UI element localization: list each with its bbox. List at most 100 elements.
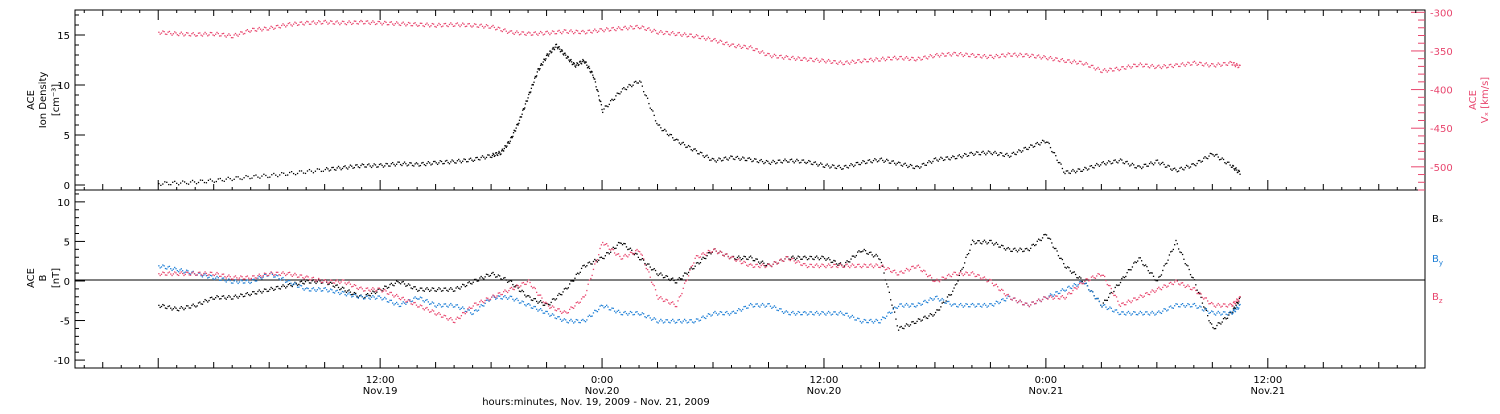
bx-point (451, 288, 453, 290)
bz-point (1187, 284, 1189, 286)
bx-point (1204, 307, 1206, 309)
by-point (1154, 314, 1156, 316)
by-point (720, 311, 723, 313)
bz-point (1048, 296, 1050, 298)
vx-point (847, 62, 850, 64)
density-point (698, 153, 700, 155)
by-point (1084, 282, 1086, 285)
vx-point (513, 33, 515, 36)
bx-point (854, 256, 856, 258)
by-point (748, 304, 750, 306)
bx-point (483, 278, 485, 280)
density-point (637, 82, 640, 84)
bz-point (278, 274, 280, 276)
by-point (810, 311, 813, 313)
bz-point (673, 303, 675, 305)
vx-point (175, 32, 177, 34)
bx-point (1048, 237, 1050, 240)
bz-point (197, 271, 200, 274)
bx-point (1067, 266, 1069, 268)
density-point (235, 176, 237, 178)
bz-point (970, 272, 972, 274)
vx-point (834, 60, 836, 62)
y-tick-label: 0 (64, 277, 70, 288)
bz-point (295, 274, 297, 276)
bx-point (847, 261, 850, 263)
by-point (224, 279, 226, 282)
by-point (660, 318, 662, 321)
vx-point (1096, 68, 1098, 70)
bx-point (1222, 317, 1225, 320)
by-point (676, 321, 678, 324)
vx-point (159, 33, 161, 35)
vx-point (1197, 63, 1200, 66)
by-point (381, 299, 383, 301)
vx-point (930, 55, 933, 57)
by-point (710, 315, 712, 317)
bz-point (174, 271, 176, 273)
bz-point (661, 298, 663, 300)
vx-point (388, 23, 390, 26)
density-point (1040, 141, 1042, 144)
by-point (802, 311, 805, 313)
density-point (752, 160, 754, 162)
bz-point (660, 296, 662, 298)
density-point (958, 154, 961, 156)
density-point (1209, 152, 1211, 155)
bx-point (562, 291, 564, 293)
bz-point (971, 271, 974, 273)
by-point (316, 289, 319, 291)
bz-point (769, 264, 772, 267)
density-point (247, 175, 249, 178)
bx-point (681, 278, 683, 280)
vx-point (1073, 59, 1075, 61)
bx-point (789, 258, 791, 261)
vx-point (234, 32, 237, 35)
vx-point (1048, 57, 1050, 59)
by-point (750, 302, 752, 305)
bz-point (1067, 293, 1069, 295)
density-point (366, 164, 369, 166)
bx-point (627, 248, 629, 251)
bx-point (983, 239, 986, 241)
density-point (777, 159, 780, 161)
bz-point (364, 290, 366, 292)
by-point (761, 302, 764, 305)
bx-point (419, 287, 422, 289)
density-point (1063, 171, 1065, 173)
by-point (508, 297, 510, 299)
density-point (1137, 165, 1139, 167)
vx-point (978, 54, 980, 56)
vx-point (397, 22, 399, 24)
by-point (516, 297, 518, 300)
bx-point (569, 283, 571, 285)
by-point (244, 282, 246, 284)
bx-point (866, 252, 868, 255)
bz-point (780, 258, 782, 260)
vx-point (254, 30, 256, 32)
density-point (558, 46, 560, 48)
density-point (162, 183, 164, 185)
bz-point (547, 305, 550, 307)
bz-point (917, 264, 920, 266)
bx-point (356, 295, 358, 297)
bz-point (1051, 296, 1053, 298)
density-point (1135, 167, 1138, 169)
by-point (1232, 309, 1235, 312)
vx-point (168, 30, 171, 33)
density-point (522, 109, 524, 111)
density-point (1082, 168, 1085, 171)
bx-point (436, 288, 439, 291)
density-point (1055, 155, 1057, 157)
density-point (1072, 168, 1074, 171)
by-point (409, 299, 411, 301)
density-point (356, 164, 358, 166)
density-point (1131, 162, 1134, 165)
by-point (163, 265, 165, 267)
bz-point (806, 266, 809, 269)
bx-point (472, 281, 474, 283)
bz-point (886, 268, 888, 270)
by-point (1074, 283, 1077, 286)
density-point (913, 167, 916, 170)
vx-point (1088, 66, 1090, 68)
